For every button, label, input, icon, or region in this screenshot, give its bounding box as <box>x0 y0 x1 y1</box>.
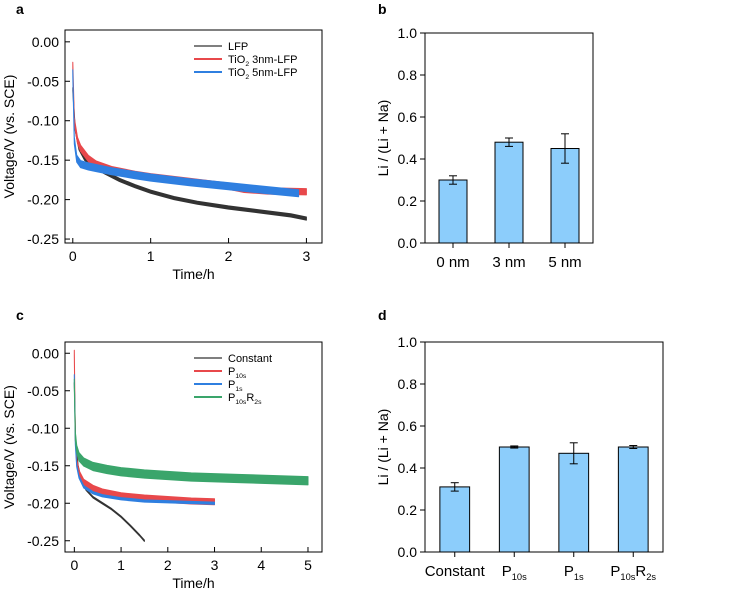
bar-1 <box>438 179 468 244</box>
y-tick-label: 0.0 <box>398 235 418 251</box>
series-4-trace <box>73 378 309 486</box>
bar-2 <box>494 141 524 244</box>
y-axis-label: Voltage/V (vs. SCE) <box>1 75 17 199</box>
legend-label: TiO2 3nm-LFP <box>228 54 297 68</box>
legend-label: LFP <box>228 41 248 53</box>
y-tick-label: -0.05 <box>27 383 59 399</box>
y-tick-label: 0.6 <box>398 418 418 434</box>
x-tick-label: 3 nm <box>492 254 525 271</box>
x-tick-label: 3 <box>211 557 219 573</box>
y-tick-label: -0.25 <box>27 231 59 247</box>
legend-label: P10s <box>228 366 247 380</box>
x-axis-label: Time/h <box>172 575 214 591</box>
y-tick-label: -0.25 <box>27 533 59 549</box>
y-tick-label: -0.15 <box>27 152 59 168</box>
y-tick-label: 0.8 <box>398 376 418 392</box>
x-tick-label: Constant <box>425 563 486 580</box>
x-tick-label: 1 <box>147 248 155 264</box>
y-tick-label: -0.10 <box>27 420 59 436</box>
y-tick-label: 0.6 <box>398 109 418 125</box>
x-tick-label: 5 nm <box>548 254 581 271</box>
legend-label: TiO2 5nm-LFP <box>228 67 297 81</box>
bar-3 <box>558 452 590 553</box>
x-tick-label: 2 <box>164 557 172 573</box>
y-tick-label: 0.0 <box>398 544 418 560</box>
y-tick-label: 0.00 <box>32 345 59 361</box>
legend-label: P1s <box>228 379 243 393</box>
plot-frame <box>64 29 323 244</box>
bar-4 <box>617 446 649 553</box>
panel-a: a 0.00 -0.05 -0.10 -0.15 -0.20 -0.25 0 1 2 3 Time/h… <box>1 1 323 282</box>
y-tick-label: 0.2 <box>398 502 418 518</box>
legend-label: Constant <box>228 353 272 365</box>
x-tick-label: 5 <box>304 557 312 573</box>
plot-frame <box>424 32 594 244</box>
y-tick-label: 0.2 <box>398 193 418 209</box>
panel-label: a <box>16 1 24 17</box>
bar-3 <box>550 148 580 244</box>
y-tick-label: -0.20 <box>27 495 59 511</box>
y-tick-label: 0.4 <box>398 151 418 167</box>
x-tick-label: 1 <box>117 557 125 573</box>
panel-b: b 0 nm 3 nm 5 nm 0.0 0.2 0.4 0.6 0.8 1.0 Li / (Li … <box>375 1 594 271</box>
legend-label: P10sR2s <box>228 392 262 406</box>
bar-2 <box>498 446 530 553</box>
x-tick-label: P1s <box>564 563 584 582</box>
panel-label: b <box>378 1 387 17</box>
y-tick-label: -0.20 <box>27 192 59 208</box>
y-axis-label: Voltage/V (vs. SCE) <box>1 385 17 509</box>
y-tick-label: -0.10 <box>27 113 59 129</box>
x-tick-label: P10sR2s <box>610 563 656 582</box>
x-tick-label: 0 <box>70 557 78 573</box>
plot-frame <box>424 341 664 553</box>
panel-c: c 0.00 -0.05 -0.10 -0.15 -0.20 -0.25 0 1 2 3 4 5 Time… <box>1 307 323 591</box>
x-tick-label: 3 <box>303 248 311 264</box>
x-tick-label: 0 <box>69 248 77 264</box>
series-3-trace <box>73 374 215 505</box>
panel-d: d Constant P10s P1s P10sR2s 0.0 0.2 0.4 0.6 0.8 1.… <box>375 307 664 582</box>
y-axis-label: Li / (Li + Na) <box>375 100 391 177</box>
y-tick-label: 0.8 <box>398 67 418 83</box>
x-axis-label: Time/h <box>172 266 214 282</box>
x-tick-label: 2 <box>225 248 233 264</box>
y-tick-label: -0.05 <box>27 73 59 89</box>
y-tick-label: 1.0 <box>398 334 418 350</box>
x-tick-label: P10s <box>502 563 527 582</box>
x-tick-label: 0 nm <box>436 254 469 271</box>
series-2-trace <box>72 61 307 196</box>
plot-frame <box>64 341 323 553</box>
panel-label: d <box>378 307 387 323</box>
series-3-trace <box>72 69 300 198</box>
y-axis-label: Li / (Li + Na) <box>375 409 391 486</box>
y-tick-label: 0.00 <box>32 34 59 50</box>
y-tick-label: -0.15 <box>27 458 59 474</box>
x-tick-label: 4 <box>257 557 265 573</box>
panel-label: c <box>16 307 24 323</box>
bar-1 <box>439 486 471 553</box>
y-tick-label: 1.0 <box>398 25 418 41</box>
series-1-trace <box>72 87 307 221</box>
y-tick-label: 0.4 <box>398 460 418 476</box>
